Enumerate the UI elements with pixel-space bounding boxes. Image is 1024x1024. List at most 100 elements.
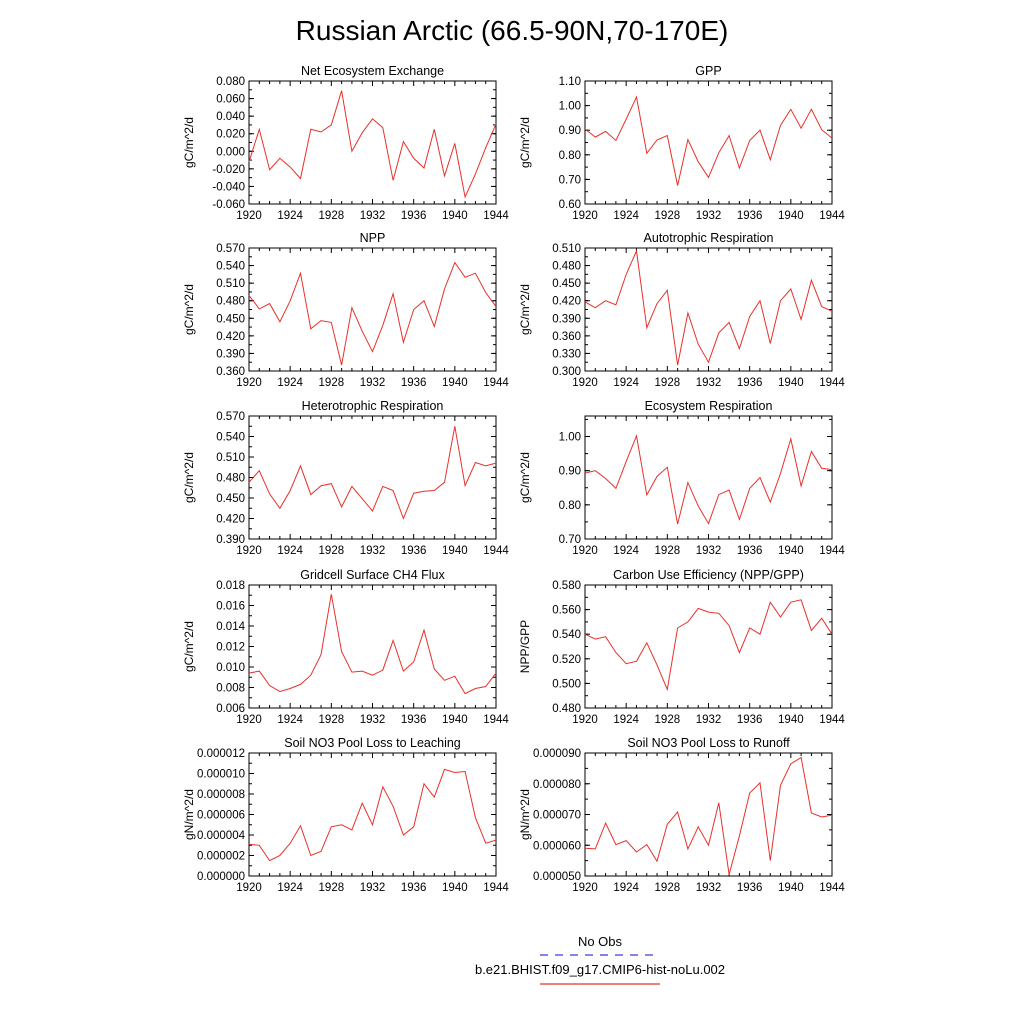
y-tick-label: 0.80 — [559, 500, 581, 512]
y-tick-label: 0.000 — [216, 146, 245, 158]
y-tick-label: 0.570 — [216, 243, 245, 255]
y-tick-label: 0.000070 — [533, 810, 581, 822]
x-tick-label: 1936 — [401, 882, 427, 894]
x-tick-label: 1936 — [401, 377, 427, 389]
y-tick-label: 0.006 — [216, 703, 245, 715]
x-tick-label: 1924 — [277, 377, 303, 389]
y-tick-label: 0.000006 — [197, 810, 245, 822]
y-tick-label: 0.360 — [552, 331, 581, 343]
x-tick-label: 1936 — [737, 377, 763, 389]
panel-title: Ecosystem Respiration — [645, 399, 773, 413]
x-tick-label: 1944 — [483, 210, 509, 222]
x-tick-label: 1944 — [483, 714, 509, 726]
panel-title: NPP — [360, 231, 386, 245]
x-tick-label: 1928 — [655, 882, 681, 894]
y-tick-label: 0.480 — [552, 261, 581, 273]
panel-title: GPP — [695, 64, 721, 78]
y-axis-label: gN/m^2/d — [182, 789, 196, 840]
y-tick-label: 0.480 — [552, 703, 581, 715]
series-line — [584, 95, 833, 186]
x-tick-label: 1944 — [819, 882, 845, 894]
x-tick-label: 1940 — [442, 714, 468, 726]
y-tick-label: 0.480 — [216, 473, 245, 485]
x-tick-label: 1928 — [655, 377, 681, 389]
x-tick-label: 1928 — [319, 545, 345, 557]
panel-soil-no3-pool-loss-to-runoff: Soil NO3 Pool Loss to Runoff 0.000090 0.00… — [518, 736, 845, 894]
y-tick-label: 0.420 — [216, 331, 245, 343]
y-tick-label: 0.000012 — [197, 748, 245, 760]
x-tick-label: 1932 — [696, 210, 722, 222]
y-tick-label: 0.90 — [559, 466, 581, 478]
x-tick-label: 1936 — [401, 210, 427, 222]
y-tick-label: 0.560 — [552, 605, 581, 617]
y-tick-label: 0.300 — [552, 366, 581, 378]
x-tick-label: 1936 — [737, 882, 763, 894]
y-tick-label: 0.540 — [552, 629, 581, 641]
y-tick-label: 0.000050 — [533, 871, 581, 883]
y-tick-label: 0.80 — [559, 150, 581, 162]
x-tick-label: 1940 — [778, 714, 804, 726]
y-tick-label: -0.020 — [212, 164, 245, 176]
panel-soil-no3-pool-loss-to-leaching: Soil NO3 Pool Loss to Leaching 0.000012 0.… — [182, 736, 509, 894]
plot-frame — [248, 80, 497, 205]
plot-frame — [584, 247, 833, 372]
x-tick-label: 1920 — [572, 545, 598, 557]
series-line — [584, 756, 833, 875]
y-tick-label: 0.390 — [216, 348, 245, 360]
legend-label-model: b.e21.BHIST.f09_g17.CMIP6-hist-noLu.002 — [475, 962, 725, 977]
y-axis-label: gC/m^2/d — [182, 117, 196, 168]
x-tick-label: 1932 — [360, 377, 386, 389]
series-line — [584, 599, 833, 692]
y-tick-label: 0.60 — [559, 199, 581, 211]
x-tick-label: 1932 — [696, 545, 722, 557]
x-tick-label: 1928 — [319, 882, 345, 894]
x-tick-label: 1920 — [572, 377, 598, 389]
x-tick-label: 1920 — [236, 545, 262, 557]
x-tick-label: 1924 — [277, 545, 303, 557]
plot-frame — [248, 752, 497, 877]
y-tick-label: 0.000060 — [533, 840, 581, 852]
x-tick-label: 1944 — [819, 714, 845, 726]
y-tick-label: 0.580 — [552, 580, 581, 592]
x-tick-label: 1928 — [319, 377, 345, 389]
x-tick-label: 1932 — [360, 545, 386, 557]
x-tick-label: 1936 — [737, 210, 763, 222]
x-tick-label: 1932 — [360, 714, 386, 726]
y-tick-label: 0.000090 — [533, 748, 581, 760]
series-line — [248, 768, 497, 862]
x-tick-label: 1940 — [442, 377, 468, 389]
x-tick-label: 1940 — [778, 882, 804, 894]
x-tick-label: 1920 — [236, 210, 262, 222]
y-tick-label: 0.570 — [216, 411, 245, 423]
panel-ecosystem-respiration: Ecosystem Respiration1.000.900.800.70192… — [518, 399, 845, 557]
x-tick-label: 1928 — [655, 545, 681, 557]
x-tick-label: 1920 — [572, 714, 598, 726]
series-line — [248, 261, 497, 366]
x-tick-label: 1932 — [696, 882, 722, 894]
x-tick-label: 1932 — [696, 714, 722, 726]
y-tick-label: 0.020 — [216, 129, 245, 141]
y-axis-label: gC/m^2/d — [182, 452, 196, 503]
y-axis-label: gN/m^2/d — [518, 789, 532, 840]
plot-frame — [584, 752, 833, 877]
y-tick-label: -0.040 — [212, 181, 245, 193]
x-tick-label: 1936 — [737, 714, 763, 726]
y-tick-label: 0.450 — [216, 493, 245, 505]
x-tick-label: 1928 — [655, 210, 681, 222]
y-axis-label: gC/m^2/d — [518, 284, 532, 335]
y-tick-label: 0.390 — [216, 534, 245, 546]
y-tick-label: 0.330 — [552, 348, 581, 360]
y-axis-label: NPP/GPP — [518, 620, 532, 673]
x-tick-label: 1940 — [778, 545, 804, 557]
x-tick-label: 1932 — [360, 882, 386, 894]
x-tick-label: 1924 — [613, 545, 639, 557]
x-tick-label: 1936 — [401, 545, 427, 557]
y-tick-label: 0.000000 — [197, 871, 245, 883]
y-tick-label: 0.90 — [559, 125, 581, 137]
x-tick-label: 1944 — [483, 882, 509, 894]
panel-heterotrophic-respiration: Heterotrophic Respiration 0.570 0.540 0.510… — [182, 399, 509, 557]
y-tick-label: 0.060 — [216, 94, 245, 106]
series-line — [248, 90, 497, 199]
